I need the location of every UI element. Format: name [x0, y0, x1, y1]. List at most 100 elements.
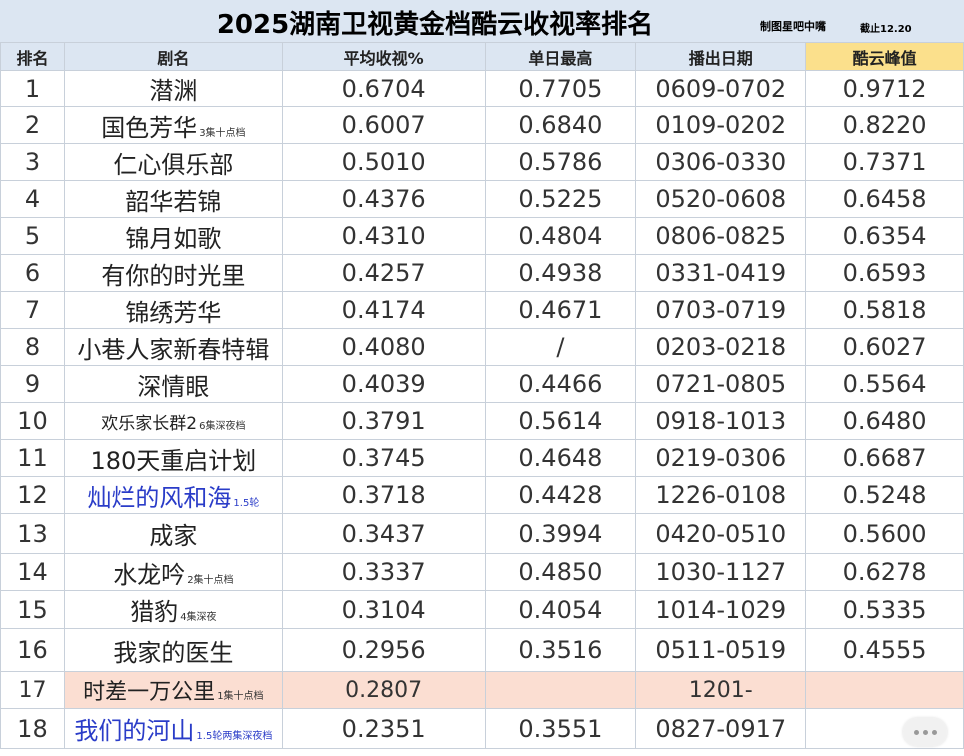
drama-name: 有你的时光里: [101, 261, 246, 290]
drama-name-cell: 我家的医生: [63, 628, 283, 672]
drama-name: 时差一万公里: [83, 680, 216, 705]
table-row: 9 深情眼 0.4039 0.4466 0721-0805 0.5564: [0, 365, 964, 403]
rank-cell: 13: [0, 513, 65, 554]
rank-cell: 5: [0, 217, 65, 255]
drama-name-cell: 锦绣芳华: [63, 291, 283, 329]
avg-rating-cell: 0.3437: [281, 513, 486, 554]
rank-cell: 7: [0, 291, 65, 329]
max-rating-cell: 0.4850: [484, 553, 637, 591]
max-rating-cell: 0.4466: [484, 365, 637, 403]
air-date-cell: 0219-0306: [635, 439, 807, 477]
rank-cell: 6: [0, 254, 65, 292]
drama-name-cell: 潜渊: [63, 70, 283, 107]
table-row: 7 锦绣芳华 0.4174 0.4671 0703-0719 0.5818: [0, 291, 964, 329]
peak-cell: 0.6027: [805, 328, 964, 366]
max-rating-cell: 0.4938: [484, 254, 637, 292]
drama-name-cell: 水龙吟 2集十点档: [63, 553, 283, 591]
more-dots-icon[interactable]: [903, 718, 947, 746]
air-date-cell: 0511-0519: [635, 628, 807, 672]
rank-cell: 9: [0, 365, 65, 403]
max-rating-cell: 0.6840: [484, 106, 637, 144]
title-bar: 2025湖南卫视黄金档酷云收视率排名 制图星吧中嘴 截止12.20: [0, 0, 964, 43]
avg-rating-cell: 0.4376: [281, 180, 486, 218]
avg-rating-cell: 0.2956: [281, 628, 486, 672]
peak-cell: 0.5600: [805, 513, 964, 554]
air-date-cell: 1014-1029: [635, 590, 807, 629]
peak-cell: 0.6354: [805, 217, 964, 255]
rank-cell: 10: [0, 402, 65, 440]
rank-cell: 12: [0, 476, 65, 514]
table-row: 2 国色芳华 3集十点档 0.6007 0.6840 0109-0202 0.8220: [0, 106, 964, 144]
drama-name-cell: 小巷人家新春特辑: [63, 328, 283, 366]
avg-rating-cell: 0.2351: [281, 708, 486, 749]
air-date-cell: 1030-1127: [635, 553, 807, 591]
table-row: 14 水龙吟 2集十点档 0.3337 0.4850 1030-1127 0.6278: [0, 553, 964, 591]
air-date-cell: 0306-0330: [635, 143, 807, 181]
peak-cell: 0.5564: [805, 365, 964, 403]
drama-name-cell: 国色芳华 3集十点档: [63, 106, 283, 144]
drama-name: 我们的河山: [74, 717, 195, 745]
rank-cell: 17: [0, 671, 65, 709]
cutoff-date: 截止12.20: [860, 24, 912, 35]
drama-name: 灿烂的风和海: [87, 483, 232, 512]
air-date-cell: 0609-0702: [635, 70, 807, 107]
avg-rating-cell: 0.3104: [281, 590, 486, 629]
drama-name: 成家: [149, 522, 198, 550]
drama-note: 2集十点档: [187, 574, 234, 586]
drama-name-cell: 韶华若锦: [63, 180, 283, 218]
drama-note: 1集十点档: [217, 691, 264, 702]
air-date-cell: 1226-0108: [635, 476, 807, 514]
drama-name-cell: 锦月如歌: [63, 217, 283, 255]
avg-rating-cell: 0.3745: [281, 439, 486, 477]
rank-cell: 14: [0, 553, 65, 591]
peak-cell: 0.6458: [805, 180, 964, 218]
drama-name-cell: 成家: [63, 513, 283, 554]
drama-name-cell: 灿烂的风和海 1.5轮: [63, 476, 283, 514]
drama-name-cell: 猎豹 4集深夜: [63, 590, 283, 629]
drama-name: 深情眼: [137, 372, 210, 401]
table-row: 17 时差一万公里 1集十点档 0.2807 1201-: [0, 671, 964, 709]
air-date-cell: 0806-0825: [635, 217, 807, 255]
rank-cell: 11: [0, 439, 65, 477]
peak-cell: [805, 671, 964, 709]
air-date-cell: 0918-1013: [635, 402, 807, 440]
peak-cell: 0.8220: [805, 106, 964, 144]
header-row: 排名 剧名 平均收视% 单日最高 播出日期 酷云峰值: [0, 42, 964, 71]
page-title: 2025湖南卫视黄金档酷云收视率排名: [216, 10, 654, 40]
drama-name: 仁心俱乐部: [113, 150, 234, 179]
max-rating-cell: 0.3551: [484, 708, 637, 749]
max-rating-cell: 0.4804: [484, 217, 637, 255]
rank-cell: 3: [0, 143, 65, 181]
rank-cell: 4: [0, 180, 65, 218]
drama-name: 我家的医生: [113, 638, 234, 667]
drama-name: 韶华若锦: [125, 187, 222, 216]
max-rating-cell: 0.4054: [484, 590, 637, 629]
drama-name: 锦绣芳华: [125, 298, 222, 327]
peak-cell: 0.7371: [805, 143, 964, 181]
air-date-cell: 0721-0805: [635, 365, 807, 403]
table-row: 6 有你的时光里 0.4257 0.4938 0331-0419 0.6593: [0, 254, 964, 292]
max-rating-cell: 0.7705: [484, 70, 637, 107]
drama-name: 水龙吟: [113, 560, 186, 589]
header-rank: 排名: [0, 42, 65, 71]
table-row: 1 潜渊 0.6704 0.7705 0609-0702 0.9712: [0, 70, 964, 107]
drama-name-cell: 180天重启计划: [63, 439, 283, 477]
peak-cell: 0.4555: [805, 628, 964, 672]
peak-cell: 0.5335: [805, 590, 964, 629]
drama-name-cell: 欢乐家长群2 6集深夜档: [63, 402, 283, 440]
dot: [913, 729, 919, 735]
drama-name-cell: 时差一万公里 1集十点档: [63, 671, 283, 709]
avg-rating-cell: 0.4080: [281, 328, 486, 366]
peak-cell: 0.6480: [805, 402, 964, 440]
peak-cell: 0.6278: [805, 553, 964, 591]
air-date-cell: 1201-: [635, 671, 807, 709]
dot: [922, 729, 928, 735]
air-date-cell: 0827-0917: [635, 708, 807, 749]
table-row: 11 180天重启计划 0.3745 0.4648 0219-0306 0.6687: [0, 439, 964, 477]
air-date-cell: 0203-0218: [635, 328, 807, 366]
peak-cell: 0.5818: [805, 291, 964, 329]
drama-name: 潜渊: [149, 77, 198, 105]
table-row: 10 欢乐家长群2 6集深夜档 0.3791 0.5614 0918-1013 0.6480: [0, 402, 964, 440]
max-rating-cell: 0.4671: [484, 291, 637, 329]
